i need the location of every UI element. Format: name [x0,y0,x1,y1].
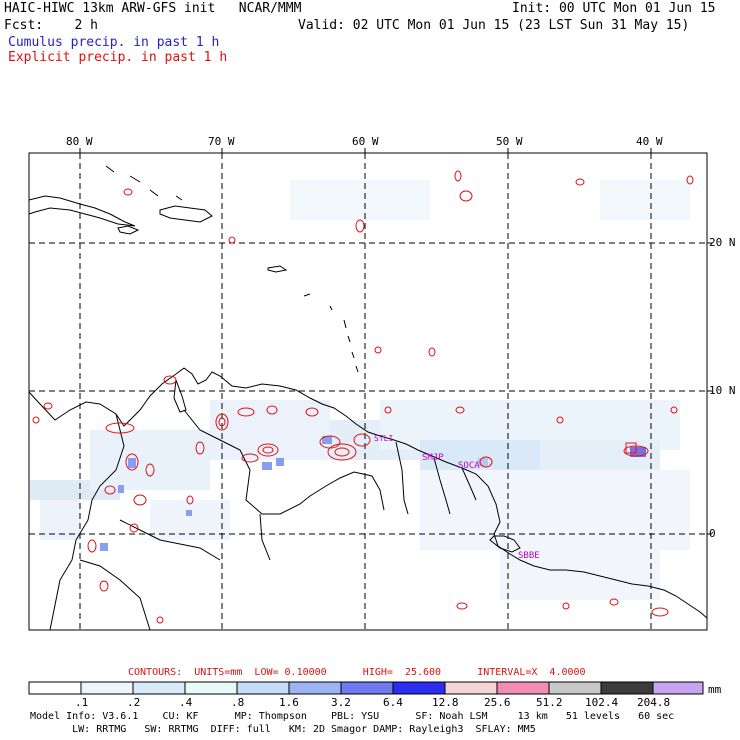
lon-label-80w: 80 W [66,135,93,148]
explicit-legend: Explicit precip. in past 1 h [8,50,228,65]
model-title: HAIC-HIWC 13km ARW-GFS init NCAR/MMM [4,1,302,16]
colorbar-label: 25.6 [484,696,511,709]
colorbar-label: 51.2 [536,696,563,709]
station-label-soca: SOCA [458,461,480,471]
lat-label-20n: 20 N [709,236,736,249]
colorbar-label: 102.4 [585,696,619,709]
station-label-smjp: SMJP [422,453,444,463]
station-label-stli: STLI [374,434,394,443]
axis-ticks [79,148,712,535]
lon-label-40w: 40 W [636,135,663,148]
model-info-line1: Model Info: V3.6.1 CU: KF MP: Thompson P… [30,711,675,722]
colorbar-label: 12.8 [432,696,459,709]
lat-label-0: 0 [709,527,716,540]
coastlines [28,165,708,631]
cumulus-legend: Cumulus precip. in past 1 h [8,35,220,50]
colorbar-unit: mm [708,683,722,696]
colorbar [28,681,704,695]
init-time: Init: 00 UTC Mon 01 Jun 15 [512,1,716,16]
precip-shading [30,180,690,600]
lon-label-70w: 70 W [208,135,235,148]
valid-time: Valid: 02 UTC Mon 01 Jun 15 (23 LST Sun … [298,18,690,33]
model-info-line2: LW: RRTMG SW: RRTMG DIFF: full KM: 2D Sm… [30,724,536,735]
colorbar-label: 1.6 [279,696,299,709]
lon-label-60w: 60 W [352,135,379,148]
colorbar-label: .1 [75,696,89,709]
station-label-sbbe: SBBE [518,551,540,561]
contours-info: CONTOURS: UNITS=mm LOW= 0.10000 HIGH= 25… [128,667,586,678]
explicit-precip-contours [32,170,694,624]
lon-label-50w: 50 W [496,135,523,148]
lat-lon-grid [29,153,707,630]
colorbar-label: .4 [179,696,193,709]
precip-cumulus-spots [100,436,646,551]
lat-label-10n: 10 N [709,384,736,397]
colorbar-label: 6.4 [383,696,403,709]
colorbar-label: 3.2 [331,696,351,709]
forecast-hour: Fcst: 2 h [4,18,98,33]
colorbar-label: .2 [127,696,141,709]
colorbar-label: 204.8 [637,696,671,709]
colorbar-label: .8 [231,696,245,709]
